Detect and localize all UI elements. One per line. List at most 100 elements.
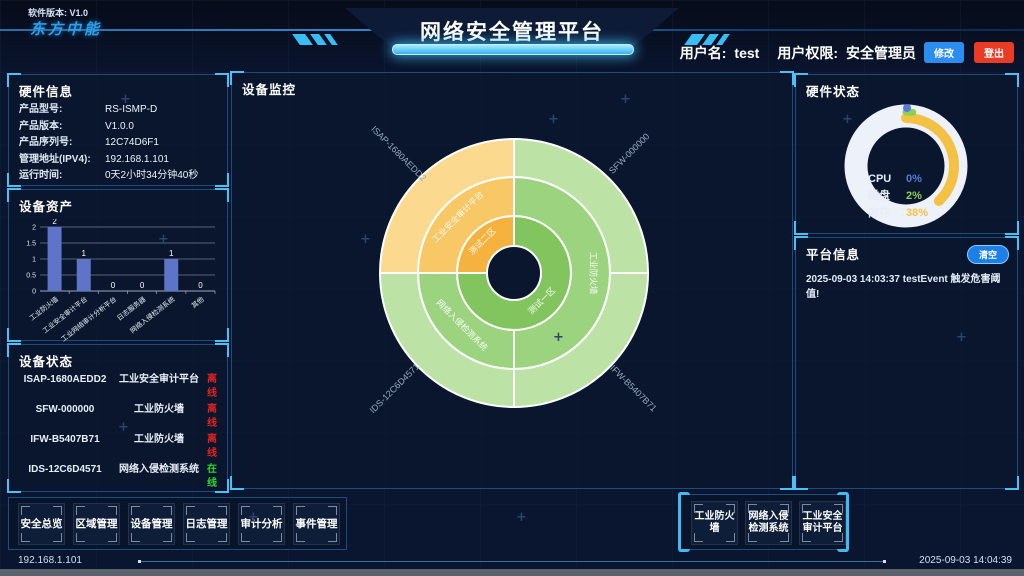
- info-value: 192.168.1.101: [105, 153, 169, 165]
- role-value: 安全管理员: [846, 44, 916, 61]
- nav-button[interactable]: 审计分析: [238, 503, 285, 545]
- user-info-bar: 用户名: test 用户权限: 安全管理员 修改 登出: [680, 42, 1014, 63]
- clear-messages-button[interactable]: 清空: [966, 245, 1009, 264]
- device-monitor-sunburst-chart: 测试一区工业防火墙SFW-000000IFW-B5407B71网络入侵检测系统I…: [368, 124, 659, 415]
- hardware-info-row: 产品版本: V1.0.0: [9, 119, 227, 136]
- nav-button-label: 事件管理: [295, 517, 338, 530]
- device-monitor-panel: 设备监控 测试一区 工业防火墙 SFW-000000 IFW-B5407B71 网络入侵…: [230, 71, 794, 490]
- svg-text:网络入侵检测系统: 网络入侵检测系统: [128, 294, 177, 335]
- role-label: 用户权限:: [777, 44, 838, 61]
- device-status-title: 设备状态: [19, 355, 74, 369]
- corner-bracket: [230, 476, 244, 490]
- device-status-badge: 离线: [207, 374, 217, 399]
- svg-text:0.5: 0.5: [26, 273, 36, 280]
- device-name: SFW-000000: [35, 404, 95, 415]
- svg-text:0: 0: [140, 281, 145, 290]
- gauge-metric-row: CPU 0%: [868, 171, 968, 188]
- nav-button[interactable]: 事件管理: [293, 503, 340, 545]
- device-status-panel: 设备状态 ISAP-1680AEDD2 工业安全审计平台 离线 SFW-0000…: [7, 343, 229, 493]
- info-value: RS-ISMP-D: [105, 104, 158, 115]
- metric-label: 内存: [868, 207, 890, 219]
- nav-button-label: 区域管理: [75, 517, 118, 530]
- device-nav-button-label: 工业防火墙: [694, 511, 735, 534]
- info-label: 产品序列号:: [19, 137, 73, 149]
- nav-button-label: 日志管理: [185, 517, 228, 530]
- username-label: 用户名:: [679, 44, 727, 61]
- hardware-info-row: 产品型号: RS-ISMP-D: [9, 102, 227, 119]
- hardware-info-row: 运行时间: 0天2小时34分钟40秒: [9, 168, 227, 185]
- metric-value: 2%: [906, 190, 922, 202]
- platform-message: 2025-09-03 14:03:37 testEvent 触发危害阈值!: [806, 274, 1001, 300]
- device-nav-button[interactable]: 工业防火墙: [691, 501, 738, 545]
- edit-user-button[interactable]: 修改: [924, 42, 964, 63]
- metric-value: 0%: [906, 173, 922, 185]
- svg-text:其他: 其他: [189, 294, 205, 310]
- info-value: V1.0.0: [105, 120, 134, 132]
- corner-bracket: [780, 476, 794, 490]
- logout-button[interactable]: 登出: [974, 42, 1014, 63]
- svg-text:1: 1: [82, 249, 87, 258]
- hardware-status-title: 硬件状态: [806, 85, 861, 99]
- hardware-info-row: 产品序列号: 12C74D6F1: [9, 135, 227, 152]
- nav-button[interactable]: 区域管理: [73, 503, 120, 545]
- nav-button[interactable]: 安全总览: [18, 503, 65, 545]
- svg-text:工业防火墙: 工业防火墙: [589, 252, 599, 295]
- svg-text:1: 1: [32, 257, 36, 264]
- metric-label: CPU: [868, 173, 892, 185]
- svg-text:0: 0: [198, 281, 203, 290]
- device-monitor-title: 设备监控: [242, 83, 297, 97]
- hardware-info-panel: 硬件信息 产品型号: RS-ISMP-D 产品版本: V1.0.0 产品序列号:…: [7, 73, 229, 187]
- nav-button-label: 设备管理: [130, 517, 173, 530]
- nav-button[interactable]: 日志管理: [183, 503, 230, 545]
- device-status-list: ISAP-1680AEDD2 工业安全审计平台 离线 SFW-000000 工业…: [9, 372, 227, 492]
- info-label: 运行时间:: [19, 170, 63, 182]
- corner-bracket: [1005, 476, 1019, 490]
- gauge-metric-row: 磁盘 2%: [868, 188, 968, 205]
- nav-button-label: 审计分析: [240, 517, 283, 530]
- svg-text:2: 2: [32, 225, 36, 232]
- device-name: IFW-B5407B71: [30, 434, 100, 445]
- hardware-info-list: 产品型号: RS-ISMP-D 产品版本: V1.0.0 产品序列号: 12C7…: [9, 102, 227, 185]
- device-assets-title: 设备资产: [19, 200, 74, 214]
- device-nav-button[interactable]: 工业安全审计平台: [799, 501, 846, 545]
- svg-text:1: 1: [169, 249, 174, 258]
- status-bar: 192.168.1.101 2025-09-03 14:04:39: [0, 551, 1024, 569]
- platform-info-title: 平台信息: [806, 248, 861, 262]
- device-type: 工业安全审计平台: [119, 374, 199, 385]
- nav-button-label: 安全总览: [20, 517, 63, 530]
- info-label: 产品版本:: [19, 120, 63, 132]
- grid-cross-decoration: +: [516, 510, 527, 525]
- title-backplate: [345, 8, 679, 48]
- device-name: IDS-12C6D4571: [28, 464, 102, 475]
- hardware-info-title: 硬件信息: [19, 85, 74, 99]
- nav-button[interactable]: 设备管理: [128, 503, 175, 545]
- gauge-metrics: CPU 0% 磁盘 2% 内存 38%: [868, 171, 968, 222]
- info-label: 产品型号:: [19, 104, 63, 115]
- svg-text:SFW-000000: SFW-000000: [607, 131, 651, 175]
- device-type: 工业防火墙: [134, 434, 184, 445]
- status-divider-line: [138, 560, 886, 563]
- svg-text:1.5: 1.5: [26, 241, 36, 248]
- title-glow-bar: [392, 44, 634, 55]
- title-ornament-left-icon: [292, 34, 338, 45]
- device-nav-button[interactable]: 网络入侵检测系统: [745, 501, 792, 545]
- device-name: ISAP-1680AEDD2: [23, 374, 107, 385]
- metric-value: 38%: [906, 207, 929, 219]
- device-nav-group: 工业防火墙 网络入侵检测系统 工业安全审计平台: [678, 492, 849, 552]
- gauge-metric-row: 内存 38%: [868, 205, 968, 222]
- status-ip: 192.168.1.101: [18, 555, 82, 566]
- brand-logo: 东方中能: [30, 21, 103, 38]
- hardware-status-panel: 硬件状态 CPU 0% 磁盘 2% 内存 38%: [794, 73, 1019, 235]
- device-status-badge: 离线: [207, 434, 217, 459]
- hardware-status-gauge-chart: [844, 104, 968, 228]
- bottom-gray-bar: [0, 569, 1024, 576]
- status-datetime: 2025-09-03 14:04:39: [919, 555, 1012, 566]
- metric-label: 磁盘: [868, 190, 890, 202]
- info-value: 0天2小时34分钟40秒: [105, 170, 199, 182]
- device-nav-button-label: 网络入侵检测系统: [748, 511, 789, 534]
- device-assets-bar-chart: 00.511.522工业防火墙1工业安全审计平台0工业网络审计分析平台0日志服务…: [26, 219, 216, 343]
- svg-text:ISAP-1680AEDD2: ISAP-1680AEDD2: [369, 124, 428, 183]
- svg-text:IFW-B5407B71: IFW-B5407B71: [608, 363, 658, 413]
- device-status-badge: 离线: [207, 404, 217, 429]
- device-status-row: IDS-12C6D4571 网络入侵检测系统 在线: [9, 462, 227, 492]
